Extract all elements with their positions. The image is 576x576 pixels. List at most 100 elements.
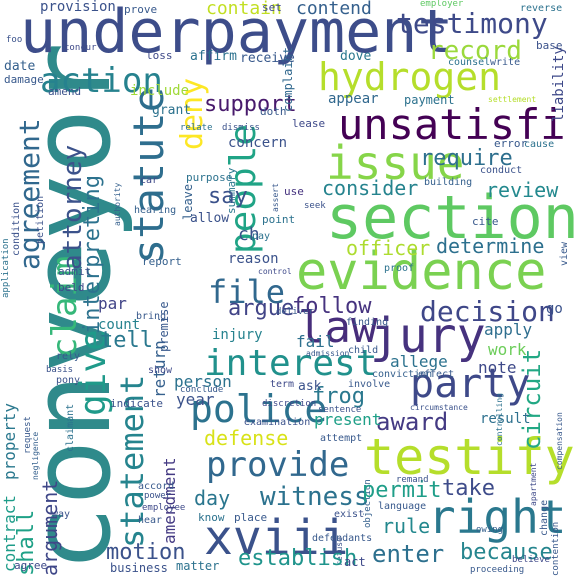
word-apply: apply [484, 320, 533, 339]
word-authority: authority [113, 182, 122, 226]
word-owing: owing [476, 525, 504, 535]
word-claimant: claimant [65, 403, 76, 452]
word-circumstance: circumstance [410, 403, 468, 412]
word-appear: appear [328, 91, 379, 107]
word-allow: allow [190, 211, 230, 226]
word-counsel: counsel [448, 57, 491, 68]
word-application: application [1, 238, 11, 298]
word-testify: testify [364, 428, 575, 486]
word-concern: concern [228, 135, 288, 151]
word-interest: interest [204, 343, 378, 384]
word-doth: doth [260, 105, 287, 118]
word-view: view [559, 241, 570, 266]
word-remand: remand [396, 475, 429, 485]
word-police: police [190, 387, 328, 431]
word-lease: lease [292, 117, 326, 130]
word-note: note [478, 358, 517, 377]
word-ch: ch [238, 224, 260, 245]
word-witness: witness [260, 482, 370, 512]
word-error: error [494, 137, 528, 150]
word-result: result [480, 411, 531, 427]
word-ask: ask [298, 379, 322, 394]
word-officer: officer [346, 236, 431, 260]
word-provide: provide [206, 445, 350, 485]
word-admit: admit [58, 265, 92, 278]
word-go: go [546, 301, 563, 317]
word-agree: agree [14, 559, 48, 572]
word-deliver: deliver [276, 307, 314, 317]
word-believe: believe [512, 555, 550, 565]
word-dove: dove [340, 49, 372, 64]
word-beld: beld [58, 281, 85, 294]
word-right: right [428, 490, 567, 544]
word-xviii: xviii [204, 510, 349, 566]
word-require: require [420, 146, 513, 171]
word-matter: matter [176, 559, 220, 573]
word-tell: tell [100, 328, 153, 353]
word-property: property [0, 402, 19, 480]
word-work: work [488, 340, 527, 359]
word-testimony: testimony [396, 7, 548, 40]
word-hearing: hearing [134, 205, 177, 216]
word-dismiss: dismiss [222, 123, 260, 133]
word-affirm: affirm [190, 49, 237, 64]
word-unsatisfi: unsatisfi [338, 100, 566, 149]
word-use: use [284, 185, 304, 198]
word-defendants: defendants [312, 533, 373, 544]
word-control: control [258, 267, 292, 276]
word-proof: proof [384, 263, 415, 274]
word-examination: examination [244, 417, 311, 428]
word-accord: accord [138, 481, 175, 492]
word-loss: loss [146, 49, 173, 62]
word-contention: contention [551, 521, 561, 576]
word-par: par [98, 294, 127, 313]
word-contend: contend [296, 0, 372, 19]
word-petition: petition [35, 195, 46, 244]
word-damage: damage [4, 73, 44, 86]
word-negligence: negligence [31, 431, 40, 480]
word-compensation: compensation [555, 412, 564, 470]
word-term: term [270, 379, 295, 390]
word-cause: cause [524, 139, 555, 150]
word-injury: injury [212, 327, 263, 343]
word-party: party [410, 361, 531, 407]
word-establish: establish [238, 546, 358, 571]
word-pony: pony [56, 375, 81, 386]
word-conclude: conclude [180, 385, 224, 395]
word-know: know [198, 511, 225, 524]
word-evidence: evidence [296, 242, 547, 302]
word-base: base [536, 39, 563, 52]
word-child: child [348, 345, 379, 356]
word-language: language [378, 501, 427, 512]
word-act: act [344, 555, 366, 569]
word-provision: provision [40, 0, 116, 15]
word-attempt: attempt [320, 433, 363, 444]
word-permit: permit [362, 478, 442, 503]
word-effect: effect [418, 369, 455, 380]
word-action: action [40, 61, 163, 101]
word-decision: decision [420, 295, 555, 328]
word-because: because [460, 540, 553, 565]
word-rule: rule [382, 514, 431, 538]
word-building: building [424, 177, 473, 188]
word-relate: relate [180, 123, 213, 133]
word-report: report [142, 255, 182, 268]
word-business: business [110, 561, 168, 575]
word-employer: employer [420, 0, 464, 9]
word-rely: rely [56, 351, 81, 362]
word-include: include [130, 83, 190, 99]
word-take: take [442, 476, 495, 501]
word-hydrogen: hydrogen [318, 55, 502, 99]
word-year: year [176, 390, 215, 409]
word-condition: condition [11, 201, 22, 256]
word-point: point [262, 213, 296, 226]
word-admission: admission [306, 349, 350, 358]
word-file: file [208, 273, 286, 311]
word-enter: enter [372, 540, 445, 568]
word-car: car [140, 175, 159, 186]
word-discretion: discretion [262, 399, 317, 409]
word-place: place [234, 511, 268, 524]
word-finding: finding [346, 317, 389, 328]
word-follow: follow [292, 294, 372, 319]
